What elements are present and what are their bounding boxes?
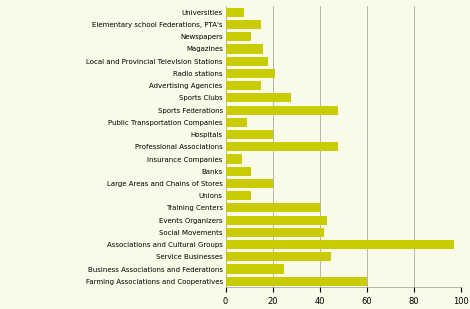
Bar bbox=[226, 142, 338, 151]
Bar bbox=[226, 69, 275, 78]
Bar bbox=[226, 216, 327, 225]
Bar bbox=[226, 265, 284, 273]
Bar bbox=[226, 20, 261, 29]
Bar bbox=[226, 191, 251, 200]
Bar bbox=[226, 240, 454, 249]
Bar bbox=[226, 57, 268, 66]
Bar bbox=[226, 32, 251, 41]
Bar bbox=[226, 277, 367, 286]
Bar bbox=[226, 105, 338, 115]
Bar bbox=[226, 228, 324, 237]
Bar bbox=[226, 81, 261, 90]
Bar bbox=[226, 130, 273, 139]
Bar bbox=[226, 44, 263, 53]
Bar bbox=[226, 252, 331, 261]
Bar bbox=[226, 179, 273, 188]
Bar bbox=[226, 8, 244, 17]
Bar bbox=[226, 93, 291, 103]
Bar bbox=[226, 203, 320, 213]
Bar bbox=[226, 167, 251, 176]
Bar bbox=[226, 118, 247, 127]
Bar bbox=[226, 154, 242, 163]
